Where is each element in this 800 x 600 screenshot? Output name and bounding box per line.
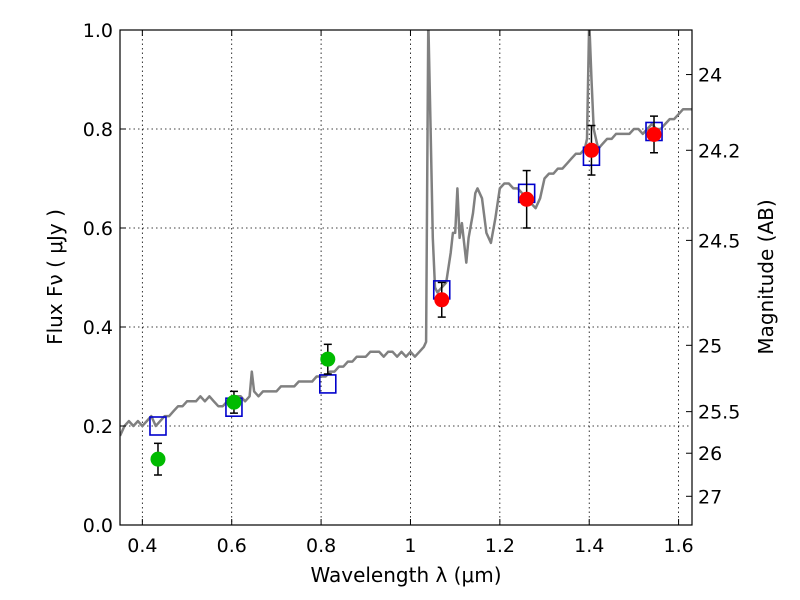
right-tick-label: 26 — [698, 443, 722, 465]
y-axis-title: Flux Fν ( μJy ) — [43, 209, 67, 345]
y-tick-label: 0.4 — [83, 317, 113, 339]
right-tick-label: 27 — [698, 486, 722, 508]
model-photometry-square — [318, 374, 337, 394]
y-tick-label: 0.2 — [83, 416, 113, 438]
x-tick-label: 1 — [404, 535, 416, 557]
x-axis-title: Wavelength λ (μm) — [310, 563, 501, 587]
y-tick-label: 1.0 — [83, 20, 113, 42]
observed-point — [226, 394, 242, 410]
observed-point — [150, 451, 166, 467]
x-tick-label: 0.4 — [127, 535, 157, 557]
marker-layer — [149, 115, 663, 476]
right-tick-label: 24 — [698, 65, 722, 87]
right-tick-label: 25.5 — [698, 402, 740, 424]
model-photometry-square — [149, 416, 167, 436]
observed-point — [583, 142, 599, 158]
x-tick-label: 0.8 — [306, 535, 336, 557]
spectrum-line — [120, 30, 692, 437]
observed-point — [646, 126, 662, 142]
data-layer — [120, 30, 692, 437]
observed-point — [519, 191, 535, 207]
right-tick-label: 24.2 — [698, 140, 740, 162]
axis-ticks: 0.4 0.6 0.8 1 1.2 1.4 1.6 0.0 0.2 0.4 0.6 0.8 1.0 24 2… — [83, 20, 741, 557]
y-tick-label: 0.0 — [83, 515, 113, 537]
right-tick-label: 24.5 — [698, 230, 740, 252]
plot-frame — [119, 29, 693, 526]
right-tick-label: 25 — [698, 335, 722, 357]
observed-point — [320, 351, 336, 367]
y-tick-label: 0.8 — [83, 119, 113, 141]
right-axis-title: Magnitude (AB) — [754, 199, 778, 354]
y-tick-label: 0.6 — [83, 218, 113, 240]
x-tick-label: 0.6 — [217, 535, 247, 557]
x-tick-label: 1.4 — [574, 535, 604, 557]
observed-point — [434, 292, 450, 308]
x-tick-label: 1.6 — [663, 535, 693, 557]
x-tick-label: 1.2 — [485, 535, 515, 557]
grid-lines — [120, 29, 692, 526]
